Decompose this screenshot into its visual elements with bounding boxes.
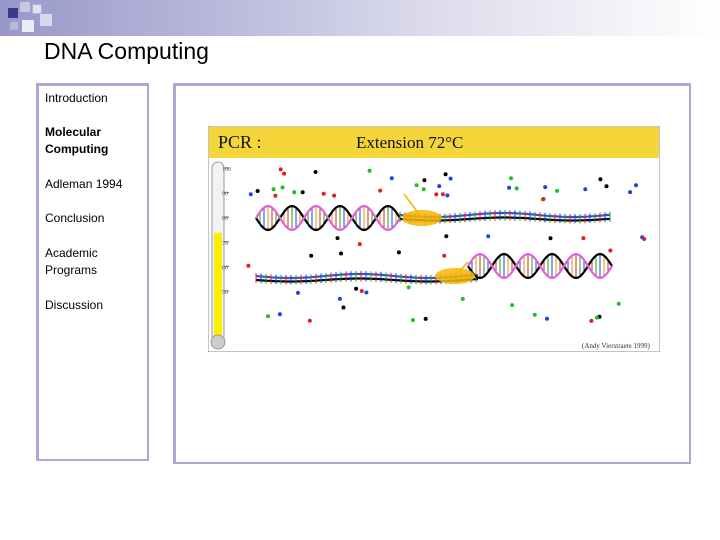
figure-credit: (Andy Vierstraete 1999) [582, 342, 651, 350]
free-nucleotide [442, 253, 447, 258]
dna-strands [255, 193, 613, 285]
free-nucleotide [292, 190, 297, 195]
free-nucleotide [589, 318, 594, 323]
free-nucleotide [486, 234, 491, 239]
free-nucleotide [410, 318, 415, 323]
nav-item-introduction[interactable]: Introduction [45, 91, 108, 105]
free-nucleotides [246, 167, 647, 323]
free-nucleotide [548, 236, 553, 241]
free-nucleotide [332, 193, 337, 198]
free-nucleotide [255, 189, 260, 193]
thermometer-tick-label: 80 [222, 216, 228, 222]
free-nucleotide [509, 176, 513, 181]
thermometer-tick-label: 90 [222, 192, 228, 198]
free-nucleotide [313, 170, 318, 174]
thermometer-tick-label: 70 [222, 241, 228, 247]
enzyme-pointer [454, 261, 469, 277]
free-nucleotide [271, 187, 276, 192]
free-nucleotide [555, 188, 560, 193]
free-nucleotide [307, 318, 312, 323]
free-nucleotide [339, 251, 343, 256]
free-nucleotide [300, 190, 305, 195]
free-nucleotide [445, 193, 450, 198]
free-nucleotide [532, 312, 537, 317]
free-nucleotide [507, 185, 512, 190]
free-nucleotide [246, 263, 251, 268]
free-nucleotide [396, 250, 401, 255]
free-nucleotide [642, 237, 647, 241]
thermometer-tick-label: 60 [222, 265, 228, 271]
free-nucleotide [422, 178, 427, 183]
free-nucleotide [598, 177, 603, 182]
figure-header-band [209, 127, 659, 158]
free-nucleotide [337, 296, 342, 301]
dna-helix [467, 252, 613, 280]
navigation-panel: Introduction Molecular Computing Adleman… [36, 83, 149, 461]
free-nucleotide [341, 305, 346, 310]
dna-helix [255, 204, 401, 232]
free-nucleotide [354, 286, 359, 291]
free-nucleotide [266, 314, 270, 319]
free-nucleotide [335, 236, 340, 241]
free-nucleotide [359, 289, 364, 293]
free-nucleotide [421, 187, 426, 192]
thermometer-tick-label: 100 [222, 167, 231, 173]
free-nucleotide [460, 296, 465, 301]
free-nucleotide [277, 312, 282, 317]
free-nucleotide [406, 285, 411, 290]
pcr-extension-figure: PCR : Extension 72°C 100 90 80 70 60 50 (Andy… [207, 125, 661, 357]
free-nucleotide [443, 172, 448, 177]
nav-item-conclusion[interactable]: Conclusion [45, 211, 105, 225]
nav-item-discussion[interactable]: Discussion [45, 298, 104, 312]
nav-item-academic-programs[interactable]: Academic Programs [45, 246, 98, 277]
free-nucleotide [273, 193, 278, 198]
slide-title: DNA Computing [44, 38, 209, 64]
free-nucleotide [628, 190, 633, 195]
nav-item-adleman-1994[interactable]: Adleman 1994 [45, 177, 123, 191]
free-nucleotide [248, 192, 253, 197]
free-nucleotide [444, 234, 449, 239]
free-nucleotide [594, 315, 599, 320]
free-nucleotide [608, 248, 613, 253]
free-nucleotide [604, 184, 609, 189]
free-nucleotide [423, 316, 428, 321]
free-nucleotide [437, 184, 442, 189]
free-nucleotide [434, 192, 439, 197]
free-nucleotide [357, 242, 362, 247]
free-nucleotide [541, 197, 546, 201]
free-nucleotide [414, 183, 419, 188]
free-nucleotide [634, 183, 638, 188]
free-nucleotide [514, 186, 519, 191]
free-nucleotide [364, 290, 369, 295]
enzyme-pointer [403, 193, 423, 219]
thermometer: 100 90 80 70 60 50 [210, 161, 231, 350]
nav-item-molecular-computing[interactable]: Molecular Computing [45, 125, 109, 156]
free-nucleotide [448, 176, 453, 181]
free-nucleotide [282, 171, 287, 176]
figure-header-left: PCR : [218, 132, 262, 152]
free-nucleotide [280, 185, 285, 190]
thermometer-bulb [210, 334, 226, 350]
free-nucleotide [545, 316, 549, 321]
free-nucleotide [296, 290, 300, 295]
free-nucleotide [309, 253, 314, 258]
free-nucleotide [367, 168, 372, 173]
content-panel [173, 83, 691, 464]
thermometer-tick-label: 50 [222, 290, 228, 296]
free-nucleotide [378, 188, 383, 193]
free-nucleotide [616, 301, 621, 306]
thermometer-mercury [214, 232, 222, 342]
figure-header-right: Extension 72°C [356, 133, 463, 152]
free-nucleotide [278, 167, 283, 172]
free-nucleotide [510, 303, 515, 308]
free-nucleotide [440, 192, 445, 197]
free-nucleotide [389, 176, 394, 181]
free-nucleotide [543, 185, 548, 190]
title-decoration-bar [0, 0, 720, 36]
free-nucleotide [321, 191, 326, 196]
free-nucleotide [583, 187, 588, 192]
free-nucleotide [581, 236, 586, 241]
